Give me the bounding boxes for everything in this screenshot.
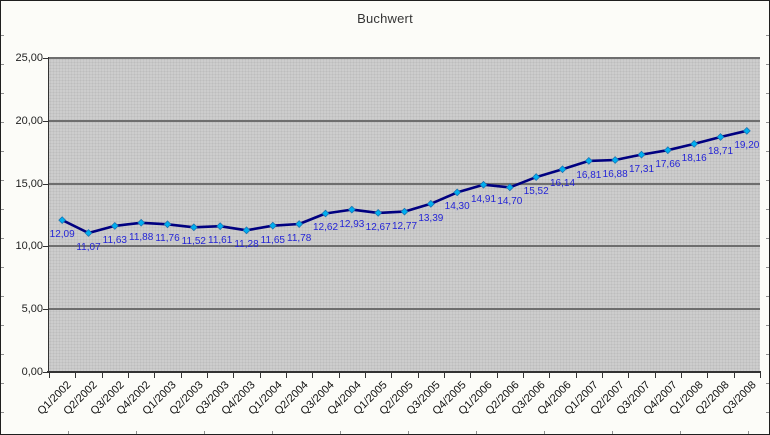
data-label: 11,88	[129, 231, 154, 243]
data-label: 18,16	[681, 152, 707, 164]
data-label: 17,66	[655, 159, 681, 171]
x-axis-tick	[312, 373, 314, 378]
x-axis-tick	[180, 373, 182, 378]
data-label: 11,78	[287, 233, 312, 245]
x-axis-tick	[49, 373, 50, 378]
x-axis-tick	[470, 373, 472, 378]
data-label: 16,88	[602, 168, 628, 180]
data-label: 17,31	[628, 163, 655, 175]
x-axis-tick	[417, 373, 419, 378]
x-axis-tick	[128, 373, 129, 378]
x-axis-tick	[760, 373, 761, 378]
x-axis-tick	[654, 373, 656, 378]
y-axis-tick	[43, 246, 48, 248]
x-axis-tick	[365, 373, 366, 378]
x-axis-tick	[286, 373, 287, 378]
data-label: 11,28	[234, 239, 259, 251]
gridline	[49, 57, 760, 59]
data-label: 18,71	[707, 146, 734, 157]
x-axis-tick	[681, 373, 682, 378]
data-label: 11,07	[76, 241, 101, 253]
data-label: 11,52	[181, 236, 206, 248]
y-axis-tick-label: 25,00	[15, 52, 43, 64]
x-axis-tick	[733, 373, 735, 378]
x-axis-tick	[549, 373, 551, 378]
y-axis-tick	[43, 309, 48, 311]
y-axis-tick-label: 10,00	[15, 240, 43, 253]
data-label: 11,61	[208, 235, 233, 247]
y-axis-tick-label: 15,00	[15, 177, 43, 190]
x-axis-tick	[496, 373, 498, 378]
x-axis-tick	[602, 373, 603, 378]
x-axis-tick	[575, 373, 577, 378]
data-label: 19,20	[734, 139, 760, 151]
data-label: 11,63	[102, 234, 127, 246]
y-axis-tick-label: 20,00	[15, 114, 43, 127]
plot-area	[49, 58, 760, 372]
y-axis-line	[48, 57, 49, 373]
y-axis-tick	[43, 58, 48, 59]
data-label: 13,39	[418, 212, 444, 224]
data-label: 16,81	[576, 169, 602, 181]
x-axis-tick	[444, 373, 445, 378]
x-axis-tick	[233, 373, 235, 378]
gridline	[49, 182, 760, 185]
sheet-gridline-stubs-left	[1, 7, 4, 434]
data-label: 12,62	[312, 222, 339, 234]
y-axis-tick	[43, 120, 48, 122]
x-axis-tick	[259, 373, 261, 378]
chart-title: Buchwert	[357, 11, 413, 26]
x-axis-tick	[75, 373, 77, 378]
x-axis-tick	[207, 373, 208, 378]
data-label: 14,30	[444, 201, 470, 213]
sheet-gridline-stubs-bottom	[1, 431, 769, 434]
y-axis-tick-label: 0,00	[21, 366, 43, 378]
gridline	[49, 245, 760, 248]
x-axis-tick	[707, 373, 709, 378]
data-label: 15,52	[523, 186, 549, 198]
x-axis-tick	[154, 373, 156, 378]
x-axis-tick	[628, 373, 630, 378]
y-axis-tick-label: 5,00	[21, 303, 43, 316]
gridline	[49, 308, 760, 311]
data-label: 12,77	[391, 220, 418, 232]
data-label: 12,93	[339, 218, 365, 230]
x-axis-tick	[338, 373, 340, 378]
gridline	[49, 119, 760, 122]
data-label: 11,76	[155, 233, 180, 245]
y-axis-tick	[43, 372, 48, 373]
data-label: 12,67	[365, 221, 391, 233]
y-axis-tick	[43, 183, 48, 185]
data-label: 12,09	[49, 229, 75, 241]
data-label: 11,65	[260, 234, 285, 246]
sheet-gridline-stubs-right	[766, 7, 769, 434]
x-axis-tick	[101, 373, 103, 378]
data-label: 16,14	[549, 178, 576, 190]
x-axis-line	[47, 371, 761, 373]
x-axis-tick	[523, 373, 524, 378]
x-axis-tick	[391, 373, 393, 378]
data-label: 14,70	[497, 196, 523, 208]
data-label: 14,91	[470, 193, 497, 205]
